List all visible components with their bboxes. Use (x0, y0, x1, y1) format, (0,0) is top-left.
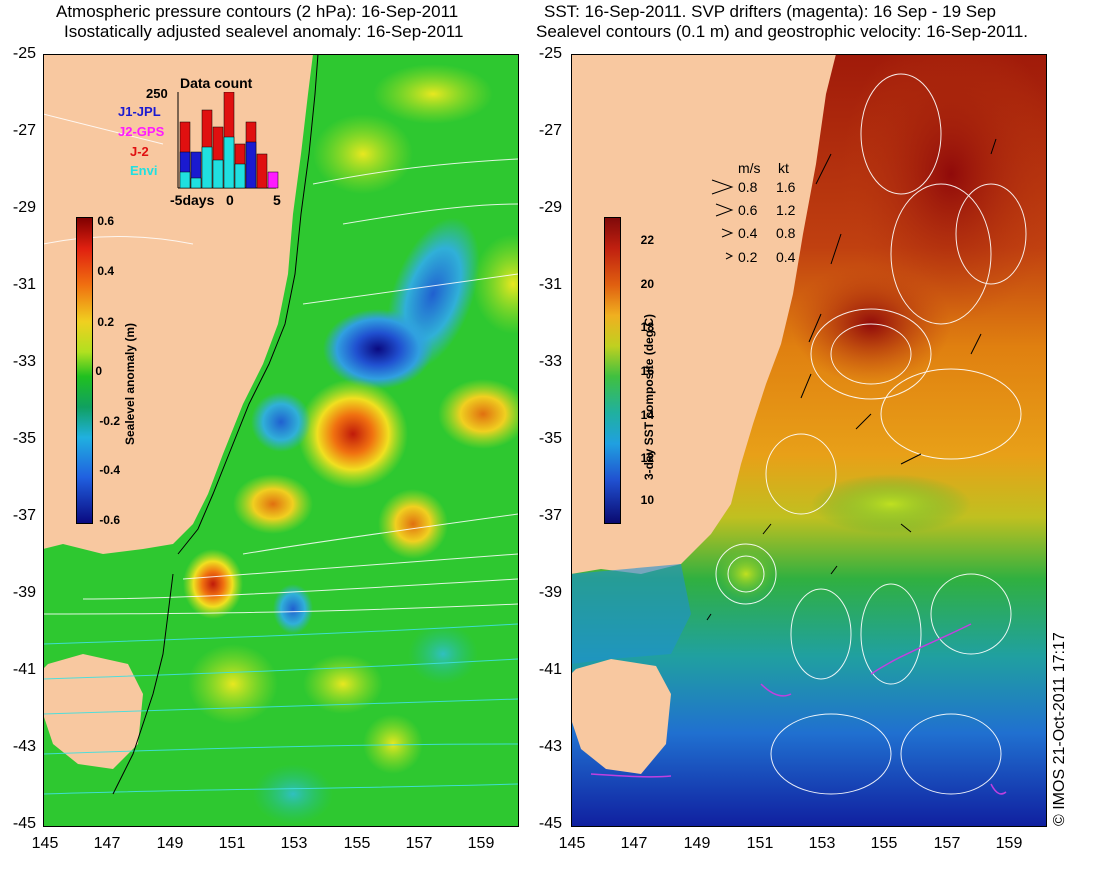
right-ytick: -29 (538, 199, 562, 216)
left-ytick: -39 (12, 584, 36, 601)
left-ytick: -35 (12, 430, 36, 447)
velocity-legend-header-ms: m/s (738, 160, 761, 176)
velocity-legend-ms: 0.4 (738, 225, 758, 241)
sst-colorbar-tick: 18 (640, 320, 654, 334)
inset-bar-chart (177, 92, 279, 189)
right-map-frame (571, 54, 1047, 827)
left-ytick: -33 (12, 353, 36, 370)
left-ytick: -41 (12, 661, 36, 678)
velocity-legend-kt: 0.8 (776, 225, 796, 241)
sla-colorbar-label: Sealevel anomaly (m) (123, 322, 137, 445)
velocity-legend-kt: 0.4 (776, 249, 796, 265)
left-xtick: 157 (405, 835, 433, 852)
inset-ymax: 250 (146, 86, 168, 101)
right-xtick: 147 (620, 835, 648, 852)
right-xtick: 157 (933, 835, 961, 852)
left-title-line2: Isostatically adjusted sealevel anomaly:… (64, 22, 464, 41)
right-xtick: 155 (870, 835, 898, 852)
velocity-legend-ms: 0.2 (738, 249, 758, 265)
velocity-legend-kt: 1.6 (776, 179, 796, 195)
velocity-legend-kt: 1.2 (776, 202, 796, 218)
sst-colorbar-tick: 10 (640, 493, 654, 507)
inset-legend-j2: J-2 (130, 144, 149, 159)
left-xtick: 155 (343, 835, 371, 852)
velocity-legend-header-kt: kt (778, 160, 789, 176)
inset-legend-j1: J1-JPL (118, 104, 161, 119)
sla-colorbar-tick: -0.6 (99, 513, 120, 527)
velocity-legend-ms: 0.8 (738, 179, 758, 195)
left-xtick: 151 (218, 835, 246, 852)
right-ytick: -31 (538, 276, 562, 293)
left-ytick: -43 (12, 738, 36, 755)
sla-colorbar-tick: 0.2 (97, 315, 114, 329)
right-ytick: -33 (538, 353, 562, 370)
inset-legend-j2gps: J2-GPS (118, 124, 165, 139)
right-ytick: -43 (538, 738, 562, 755)
sst-colorbar-tick: 12 (640, 451, 654, 465)
sst-colorbar-label: 3-day SST composite (deg C) (642, 313, 656, 480)
left-xtick: 147 (93, 835, 121, 852)
sla-colorbar-tick: 0.6 (97, 214, 114, 228)
sla-colorbar (76, 217, 93, 524)
right-ytick: -25 (538, 45, 562, 62)
left-xtick: 153 (280, 835, 308, 852)
velocity-legend-ms: 0.6 (738, 202, 758, 218)
sst-colorbar (604, 217, 621, 524)
right-xtick: 153 (808, 835, 836, 852)
imos-stamp: © IMOS 21-Oct-2011 17:17 (1051, 632, 1068, 826)
left-ytick: -25 (12, 45, 36, 62)
left-ytick: -45 (12, 815, 36, 832)
inset-bars (179, 92, 279, 189)
left-title-line1: Atmospheric pressure contours (2 hPa): 1… (56, 2, 459, 21)
inset-title: Data count (180, 75, 253, 91)
right-title-line1: SST: 16-Sep-2011. SVP drifters (magenta)… (544, 2, 997, 21)
sla-colorbar-tick: 0 (95, 364, 102, 378)
right-title-line2: Sealevel contours (0.1 m) and geostrophi… (536, 22, 1029, 41)
right-ytick: -35 (538, 430, 562, 447)
velocity-legend-arrows (711, 179, 734, 260)
left-map (43, 54, 518, 826)
inset-xtick: 5 (273, 192, 281, 208)
sla-colorbar-tick: 0.4 (97, 264, 114, 278)
right-ytick: -27 (538, 122, 562, 139)
inset-xtick: 0 (226, 192, 234, 208)
left-map-frame (43, 54, 519, 827)
left-xtick: 159 (467, 835, 495, 852)
sla-colorbar-tick: -0.4 (99, 463, 120, 477)
right-xtick: 159 (995, 835, 1023, 852)
left-xtick: 145 (31, 835, 59, 852)
left-ytick: -37 (12, 507, 36, 524)
sst-colorbar-tick: 16 (640, 364, 654, 378)
right-ytick: -39 (538, 584, 562, 601)
sst-colorbar-tick: 14 (640, 408, 654, 422)
left-ytick: -29 (12, 199, 36, 216)
right-ytick: -45 (538, 815, 562, 832)
sst-colorbar-tick: 20 (640, 277, 654, 291)
sst-colorbar-tick: 22 (640, 233, 654, 247)
inset-legend-envi: Envi (130, 163, 158, 178)
left-xtick: 149 (156, 835, 184, 852)
right-map (571, 54, 1046, 826)
left-ytick: -27 (12, 122, 36, 139)
right-xtick: 149 (683, 835, 711, 852)
right-ytick: -41 (538, 661, 562, 678)
right-xtick: 145 (558, 835, 586, 852)
right-xtick: 151 (746, 835, 774, 852)
left-ytick: -31 (12, 276, 36, 293)
inset-xtick: -5days (170, 192, 215, 208)
sla-colorbar-tick: -0.2 (99, 414, 120, 428)
right-ytick: -37 (538, 507, 562, 524)
